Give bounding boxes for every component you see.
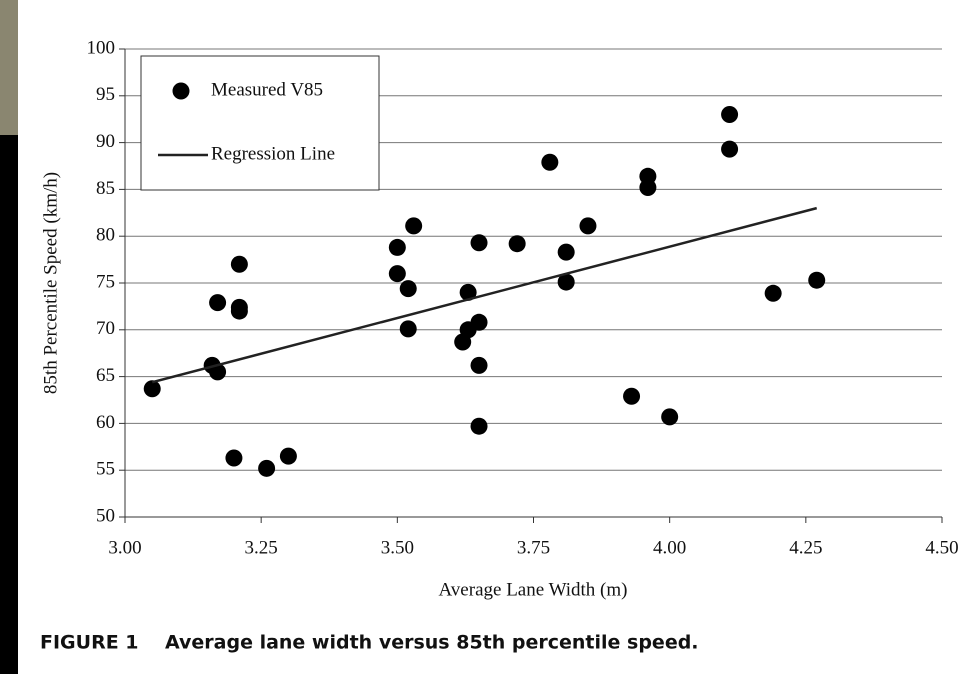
- data-point: [508, 235, 526, 253]
- data-point: [388, 238, 406, 256]
- regression-line: [151, 206, 818, 384]
- data-point: [470, 356, 488, 374]
- data-point: [470, 417, 488, 435]
- data-point: [470, 234, 488, 252]
- legend-label: Regression Line: [211, 143, 335, 164]
- data-point: [459, 283, 477, 301]
- x-tick-label: 3.25: [245, 537, 278, 558]
- data-point: [808, 271, 826, 289]
- x-axis-label: Average Lane Width (m): [439, 579, 628, 600]
- data-point: [399, 320, 417, 338]
- y-tick-label: 60: [96, 412, 115, 433]
- y-tick-label: 95: [96, 84, 115, 105]
- x-tick-label: 3.00: [108, 537, 141, 558]
- x-tick-label: 4.00: [653, 537, 686, 558]
- data-point: [258, 459, 276, 477]
- data-point: [279, 447, 297, 465]
- y-tick-label: 55: [96, 459, 115, 480]
- data-point: [405, 217, 423, 235]
- data-point: [721, 106, 739, 124]
- data-point: [225, 449, 243, 467]
- data-point: [541, 153, 559, 171]
- data-point: [399, 280, 417, 298]
- data-point: [388, 265, 406, 283]
- x-tick-label: 3.50: [381, 537, 414, 558]
- y-tick-label: 65: [96, 365, 115, 386]
- y-tick-label: 100: [87, 37, 116, 58]
- data-point: [230, 255, 248, 273]
- legend-box: [140, 55, 380, 191]
- data-point: [661, 408, 679, 426]
- x-tick-label: 3.75: [517, 537, 550, 558]
- x-tick-label: 4.25: [789, 537, 822, 558]
- data-point: [764, 284, 782, 302]
- y-tick-label: 80: [96, 225, 115, 246]
- y-tick-label: 50: [96, 505, 115, 526]
- data-point: [209, 363, 227, 381]
- data-point: [557, 243, 575, 261]
- data-point: [557, 273, 575, 291]
- y-tick-label: 70: [96, 318, 115, 339]
- caption: FIGURE 1 Average lane width versus 85th …: [40, 632, 699, 654]
- y-tick-label: 85: [96, 178, 115, 199]
- y-tick-label: 75: [96, 271, 115, 292]
- y-axis-label: 85th Percentile Speed (km/h): [40, 172, 61, 394]
- legend-label: Measured V85: [211, 79, 323, 100]
- data-point: [623, 387, 641, 405]
- data-point: [639, 179, 657, 197]
- legend-marker: [172, 82, 190, 100]
- data-point: [470, 313, 488, 331]
- data-point: [721, 140, 739, 158]
- y-tick-label: 90: [96, 131, 115, 152]
- data-point: [143, 380, 161, 398]
- data-point: [230, 302, 248, 320]
- data-point: [579, 217, 597, 235]
- data-point: [209, 294, 227, 312]
- x-tick-label: 4.50: [925, 537, 958, 558]
